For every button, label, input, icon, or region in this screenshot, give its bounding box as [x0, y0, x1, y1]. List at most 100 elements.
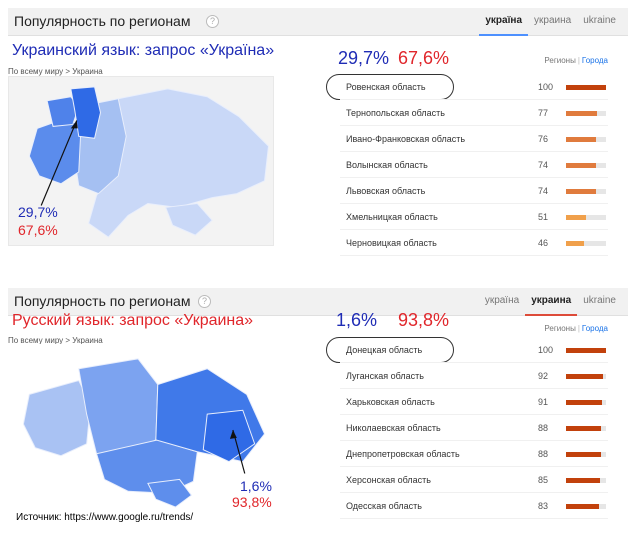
region-value: 76 — [538, 134, 549, 144]
map-number-russian: 93,8% — [232, 494, 272, 510]
tab-ukraina-ua[interactable]: україна — [484, 295, 520, 306]
region-row[interactable]: Львовская область 74 — [340, 178, 608, 204]
region-value: 100 — [538, 345, 554, 355]
popularity-bar-fill — [566, 163, 596, 168]
popularity-bar — [566, 137, 606, 142]
popularity-bar-fill — [566, 374, 603, 379]
region-value: 88 — [538, 423, 549, 433]
map-svg — [22, 358, 266, 508]
region-row[interactable]: Николаевская область 88 — [340, 415, 608, 441]
panel-russian-query: Популярность по регионам ? україна украи… — [0, 280, 636, 534]
popularity-bar — [566, 504, 606, 509]
popularity-bar — [566, 478, 606, 483]
map-region-rivne — [70, 86, 101, 139]
map-number-russian: 67,6% — [18, 222, 58, 238]
region-name: Тернопольская область — [346, 108, 445, 118]
popularity-bar-fill — [566, 426, 602, 431]
cities-link[interactable]: Города — [581, 56, 608, 65]
region-row[interactable]: Ровенская область 100 — [340, 74, 608, 100]
region-name: Волынская область — [346, 160, 428, 170]
region-name: Ровенская область — [346, 82, 426, 92]
region-name: Хмельницкая область — [346, 212, 438, 222]
header-title: Популярность по регионам — [14, 293, 191, 309]
region-value: 74 — [538, 160, 549, 170]
region-value: 77 — [538, 108, 549, 118]
ukraine-map[interactable] — [8, 76, 274, 246]
popularity-bar-fill — [566, 189, 596, 194]
popularity-bar-fill — [566, 85, 606, 90]
map-svg — [28, 86, 270, 238]
breadcrumb[interactable]: По всему миру > Украина — [8, 336, 103, 345]
region-row[interactable]: Одесская область 83 — [340, 493, 608, 519]
region-city-toggle: Регионы | Города — [544, 56, 608, 65]
region-name: Львовская область — [346, 186, 426, 196]
region-row[interactable]: Харьковская область 91 — [340, 389, 608, 415]
help-icon[interactable]: ? — [198, 295, 211, 308]
region-name: Донецкая область — [346, 345, 423, 355]
region-value: 88 — [538, 449, 549, 459]
popularity-bar — [566, 241, 606, 246]
source-note: Источник: https://www.google.ru/trends/ — [16, 512, 194, 523]
popularity-bar — [566, 85, 606, 90]
big-number-russian: 67,6% — [398, 48, 450, 68]
region-value: 100 — [538, 82, 554, 92]
tab-ukraina-ru[interactable]: украина — [534, 15, 572, 26]
region-row[interactable]: Днепропетровская область 88 — [340, 441, 608, 467]
tab-ukraine-en[interactable]: ukraine — [583, 295, 616, 306]
panel-header: Популярность по регионам ? україна украи… — [8, 8, 628, 36]
region-value: 83 — [538, 501, 549, 511]
region-list: Донецкая область 100 Луганская область 92 Ха… — [340, 337, 608, 519]
region-value: 92 — [538, 371, 549, 381]
region-row[interactable]: Тернопольская область 77 — [340, 100, 608, 126]
region-row[interactable]: Волынская область 74 — [340, 152, 608, 178]
popularity-bar-fill — [566, 452, 602, 457]
popularity-bar-fill — [566, 478, 600, 483]
region-row[interactable]: Черновицкая область 46 — [340, 230, 608, 256]
region-row[interactable]: Луганская область 92 — [340, 363, 608, 389]
map-region-crimea — [165, 202, 213, 236]
query-title: Русский язык: запрос «Украина» — [12, 312, 254, 329]
map-region-crimea — [147, 478, 193, 508]
big-number-ukrainian: 29,7% — [338, 48, 390, 68]
region-name: Николаевская область — [346, 423, 441, 433]
tab-ukraine-en[interactable]: ukraine — [583, 15, 616, 26]
region-city-toggle: Регионы | Города — [544, 324, 608, 333]
region-value: 74 — [538, 186, 549, 196]
region-row[interactable]: Хмельницкая область 51 — [340, 204, 608, 230]
regions-link[interactable]: Регионы — [544, 56, 576, 65]
popularity-bar — [566, 374, 606, 379]
regions-link[interactable]: Регионы — [544, 324, 576, 333]
region-value: 46 — [538, 238, 549, 248]
popularity-bar — [566, 400, 606, 405]
region-row[interactable]: Ивано-Франковская область 76 — [340, 126, 608, 152]
cities-link[interactable]: Города — [581, 324, 608, 333]
tab-ukraina-ru[interactable]: украина — [525, 288, 578, 316]
language-tabs: україна украина ukraine — [479, 288, 622, 316]
popularity-bar — [566, 426, 606, 431]
header-title: Популярность по регионам — [14, 13, 191, 29]
ukraine-map[interactable] — [8, 344, 274, 514]
tab-ukraina-ua[interactable]: україна — [479, 8, 529, 36]
region-row[interactable]: Херсонская область 85 — [340, 467, 608, 493]
region-name: Херсонская область — [346, 475, 431, 485]
region-name: Харьковская область — [346, 397, 435, 407]
query-title: Украинский язык: запрос «Україна» — [12, 42, 275, 59]
region-value: 91 — [538, 397, 549, 407]
popularity-bar-fill — [566, 215, 587, 220]
language-tabs: україна украина ukraine — [479, 8, 622, 36]
popularity-bar — [566, 348, 606, 353]
popularity-bar-fill — [566, 111, 597, 116]
help-icon[interactable]: ? — [206, 15, 219, 28]
breadcrumb[interactable]: По всему миру > Украина — [8, 67, 103, 76]
map-number-ukrainian: 29,7% — [18, 204, 58, 220]
region-value: 51 — [538, 212, 549, 222]
map-region-west — [22, 379, 92, 457]
popularity-bar-fill — [566, 137, 597, 142]
popularity-bar — [566, 189, 606, 194]
region-name: Черновицкая область — [346, 238, 437, 248]
map-region-central — [78, 358, 159, 455]
region-name: Днепропетровская область — [346, 449, 460, 459]
big-number-russian: 93,8% — [398, 310, 450, 330]
popularity-bar-fill — [566, 241, 585, 246]
region-row[interactable]: Донецкая область 100 — [340, 337, 608, 363]
